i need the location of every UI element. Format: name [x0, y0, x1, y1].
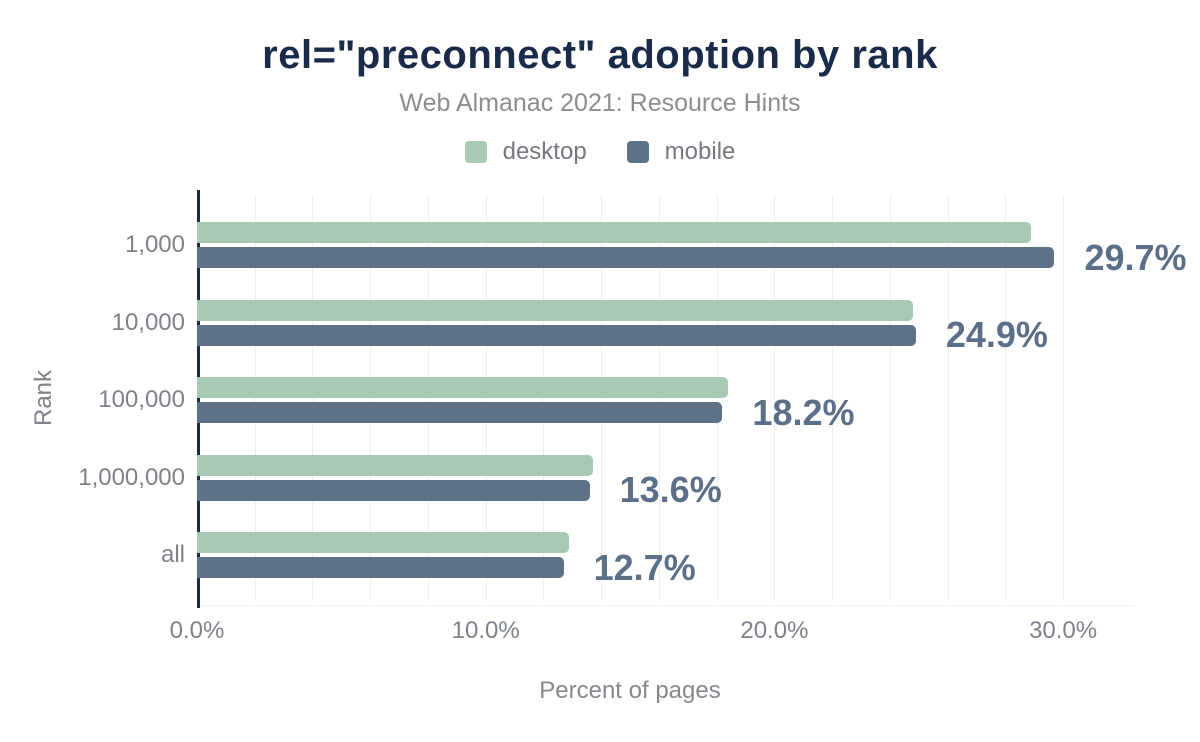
gridline-28pct	[1005, 195, 1007, 601]
bar-desktop-1000	[197, 222, 1032, 243]
bar-mobile-all	[197, 557, 564, 579]
data-label: 12.7%	[593, 546, 696, 588]
x-axis-title: Percent of pages	[539, 677, 721, 704]
chart-title: rel="preconnect" adoption by rank	[262, 33, 938, 77]
gridline-24pct	[889, 195, 891, 601]
bar-desktop-100000	[197, 377, 729, 399]
gridline-20pct	[774, 195, 776, 601]
bar-desktop-1000000	[197, 454, 593, 476]
legend-item-desktop: desktop	[464, 138, 587, 165]
category-label: 1,000	[124, 231, 185, 258]
plot-area	[197, 190, 1135, 608]
category-label: all	[160, 541, 185, 569]
data-label: 24.9%	[945, 314, 1048, 356]
gridline-26pct	[947, 195, 949, 601]
data-label: 18.2%	[752, 391, 855, 433]
mobile-swatch-icon	[626, 141, 649, 163]
legend-label-mobile: mobile	[664, 138, 736, 165]
legend-item-mobile: mobile	[626, 138, 736, 165]
legend: desktop mobile	[0, 140, 1200, 164]
category-label: 1,000,000	[78, 463, 185, 491]
bar-mobile-1000	[197, 247, 1055, 268]
x-tick-label: 30.0%	[1029, 617, 1098, 644]
x-tick-label: 10.0%	[451, 617, 520, 644]
bar-mobile-100000	[197, 402, 723, 424]
category-label: 100,000	[98, 386, 185, 414]
desktop-swatch-icon	[464, 141, 487, 163]
x-tick-label: 20.0%	[740, 617, 809, 644]
data-label: 29.7%	[1084, 236, 1187, 278]
gridline-30pct	[1063, 195, 1065, 601]
y-axis-line	[197, 190, 200, 608]
x-tick-label: 0.0%	[169, 617, 225, 644]
bar-mobile-10000	[197, 324, 916, 346]
bar-desktop-10000	[197, 299, 913, 321]
data-label: 13.6%	[619, 469, 722, 511]
chart-subtitle: Web Almanac 2021: Resource Hints	[399, 89, 801, 117]
plot-bottom-border	[197, 605, 1135, 606]
gridline-22pct	[832, 195, 834, 601]
bar-mobile-1000000	[197, 479, 590, 501]
bar-desktop-all	[197, 532, 570, 554]
category-label: 10,000	[111, 308, 185, 336]
legend-label-desktop: desktop	[502, 138, 587, 165]
